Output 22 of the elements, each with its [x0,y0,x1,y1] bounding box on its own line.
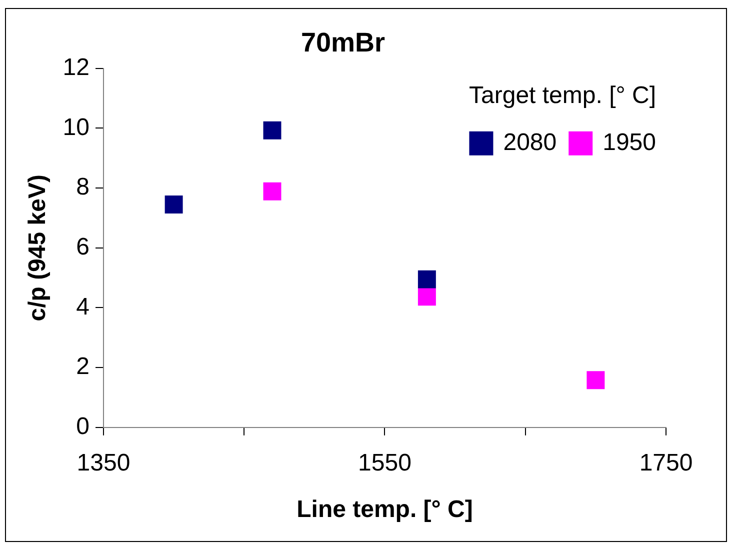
y-tick-label: 2 [76,353,90,380]
legend-label: 1950 [602,129,656,156]
legend-title: Target temp. [° C] [469,82,656,110]
chart-title: 70mBr [300,28,386,58]
point [418,288,436,306]
y-axis-title: c/p (945 keV) [24,174,52,322]
x-tick-label: 1750 [639,449,693,476]
legend-label: 2080 [503,129,557,156]
y-tick-label: 0 [76,413,90,440]
point [418,270,436,288]
point [164,196,183,214]
x-axis-title: Line temp. [° C] [296,496,473,524]
x-tick-label: 1350 [76,449,130,476]
point [263,182,282,200]
y-tick-label: 4 [76,293,90,320]
y-tick-label: 8 [76,174,90,201]
y-tick-label: 10 [62,114,90,141]
x-tick-label: 1550 [358,449,412,476]
point [586,371,605,390]
point [263,121,282,140]
y-tick-label: 6 [76,234,90,261]
y-tick-label: 12 [62,54,90,82]
